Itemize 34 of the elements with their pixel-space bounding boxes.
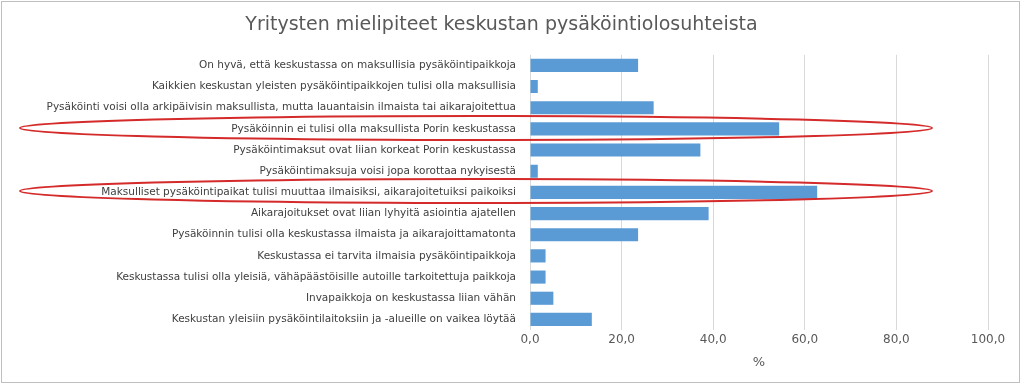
x-tick-label: 0,0 (520, 332, 540, 347)
bar (530, 101, 654, 115)
x-tick-label: 60,0 (791, 332, 819, 347)
y-tick-label: Kaikkien keskustan yleisten pysäköintipaikkojen tulisi olla maksullisia (151, 79, 516, 92)
y-tick-label: Pysäköinnin ei tulisi olla maksullista Porin keskustassa (231, 121, 516, 134)
bar (530, 291, 554, 305)
bar (530, 207, 709, 221)
y-tick-label: Pysäköinnin tulisi olla keskustassa ilmaista ja aikarajoittamatonta (171, 227, 516, 240)
bar (530, 122, 780, 136)
y-tick-label: Pysäköintimaksuja voisi jopa korottaa nykyisestä (259, 163, 516, 176)
chart-title: Yritysten mielipiteet keskustan pysäköintiolosuhteista (244, 12, 758, 35)
bar (530, 270, 546, 284)
y-tick-label: Keskustassa tulisi olla yleisiä, vähäpäästöisille autoille tarkoitettuja paikkoja (116, 269, 516, 282)
bar (530, 164, 538, 178)
y-tick-label: Aikarajoitukset ovat liian lyhyitä asiointia ajatellen (250, 206, 516, 219)
bar (530, 185, 818, 199)
x-tick-label: 80,0 (883, 332, 910, 347)
bar (530, 79, 538, 94)
bar (530, 58, 639, 72)
bar (530, 312, 592, 326)
y-tick-label: Pysäköinti voisi olla arkipäivisin maksullista, mutta lauantaisin ilmaista tai aikarajoitettua (46, 100, 516, 113)
y-tick-label: Pysäköintimaksut ovat liian korkeat Porin keskustassa (233, 142, 516, 155)
bar (530, 228, 639, 242)
bar (530, 249, 546, 263)
y-tick-label: On hyvä, että keskustassa on maksullisia pysäköintipaikkoja (199, 58, 516, 71)
x-tick-label: 40,0 (699, 332, 727, 347)
y-tick-label: Keskustan yleisiin pysäköintilaitoksiin ja -alueille on vaikea löytää (171, 312, 516, 325)
y-tick-label: Maksulliset pysäköintipaikat tulisi muuttaa ilmaisiksi, aikarajoitetuiksi paikoiksi (101, 185, 516, 198)
x-tick-label: 20,0 (608, 332, 635, 347)
y-tick-label: Keskustassa ei tarvita ilmaisia pysäköintipaikkoja (257, 248, 516, 261)
x-tick-label: 100,0 (970, 332, 1006, 347)
x-axis-title: % (752, 353, 766, 369)
y-tick-label: Invapaikkoja on keskustassa liian vähän (305, 290, 516, 303)
bar (530, 143, 701, 157)
